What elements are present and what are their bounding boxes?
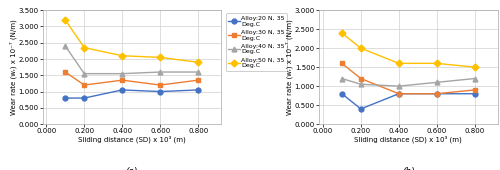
Y-axis label: Wear rate (wᵣ) x 10⁻⁷ (N/m): Wear rate (wᵣ) x 10⁻⁷ (N/m): [9, 19, 16, 115]
X-axis label: Sliding distance (SD) x 10³ (m): Sliding distance (SD) x 10³ (m): [78, 136, 186, 143]
Comp:50 N, 35
Deg.C: [396, 62, 402, 64]
Alloy:20 N, 35
Deg.C: [195, 89, 201, 91]
Alloy:40 N, 35
Deg.C: [82, 73, 87, 75]
Alloy:40 N, 35
Deg.C: [195, 71, 201, 73]
Alloy:50 N, 35
Deg.C: [195, 61, 201, 63]
Line: Comp:40 N, 35
Deg.C: Comp:40 N, 35 Deg.C: [340, 76, 477, 89]
Comp:50 N, 35
Deg.C: [472, 66, 478, 68]
Line: Alloy:20 N, 35
Deg.C: Alloy:20 N, 35 Deg.C: [63, 88, 200, 100]
Text: (b): (b): [402, 167, 414, 170]
Comp:50 N, 35
Deg.C: [339, 32, 345, 34]
Line: Comp:50 N, 35
Deg.C: Comp:50 N, 35 Deg.C: [340, 31, 477, 70]
Alloy:40 N, 35
Deg.C: [157, 71, 163, 73]
Comp:30 N, 35
Deg.C: [472, 89, 478, 91]
Comp:30 N, 35
Deg.C: [396, 93, 402, 95]
Alloy:50 N, 35
Deg.C: [62, 19, 68, 21]
Line: Alloy:30 N, 35
Deg.C: Alloy:30 N, 35 Deg.C: [63, 70, 200, 88]
Alloy:30 N, 35
Deg.C: [62, 71, 68, 73]
Alloy:50 N, 35
Deg.C: [82, 47, 87, 49]
Alloy:30 N, 35
Deg.C: [82, 84, 87, 86]
Comp:40 N, 35
Deg.C: [339, 78, 345, 80]
Comp:20 N, 35
Deg.C: [396, 93, 402, 95]
Line: Alloy:50 N, 35
Deg.C: Alloy:50 N, 35 Deg.C: [63, 18, 200, 65]
Line: Comp:30 N, 35
Deg.C: Comp:30 N, 35 Deg.C: [340, 61, 477, 96]
Comp:40 N, 35
Deg.C: [396, 85, 402, 87]
Comp:30 N, 35
Deg.C: [434, 93, 440, 95]
Alloy:50 N, 35
Deg.C: [119, 55, 125, 57]
Line: Alloy:40 N, 35
Deg.C: Alloy:40 N, 35 Deg.C: [63, 44, 200, 76]
Legend: Alloy:20 N, 35
Deg.C, Alloy:30 N, 35
Deg.C, Alloy:40 N, 35
Deg.C, Alloy:50 N, 35: Alloy:20 N, 35 Deg.C, Alloy:30 N, 35 Deg…: [226, 13, 288, 71]
X-axis label: Sliding distance (SD) x 10³ (m): Sliding distance (SD) x 10³ (m): [354, 136, 462, 143]
Alloy:20 N, 35
Deg.C: [157, 91, 163, 93]
Alloy:40 N, 35
Deg.C: [62, 45, 68, 47]
Comp:40 N, 35
Deg.C: [472, 78, 478, 80]
Alloy:30 N, 35
Deg.C: [195, 79, 201, 81]
Alloy:20 N, 35
Deg.C: [82, 97, 87, 99]
Comp:20 N, 35
Deg.C: [434, 93, 440, 95]
Text: (a): (a): [126, 167, 138, 170]
Comp:50 N, 35
Deg.C: [434, 62, 440, 64]
Alloy:20 N, 35
Deg.C: [62, 97, 68, 99]
Y-axis label: Wear rate (wᵣ) x 10⁻⁷ (N/m): Wear rate (wᵣ) x 10⁻⁷ (N/m): [286, 19, 294, 115]
Comp:20 N, 35
Deg.C: [472, 93, 478, 95]
Comp:40 N, 35
Deg.C: [434, 81, 440, 83]
Alloy:40 N, 35
Deg.C: [119, 73, 125, 75]
Comp:30 N, 35
Deg.C: [339, 62, 345, 64]
Comp:20 N, 35
Deg.C: [358, 108, 364, 110]
Alloy:30 N, 35
Deg.C: [119, 79, 125, 81]
Alloy:30 N, 35
Deg.C: [157, 84, 163, 86]
Comp:40 N, 35
Deg.C: [358, 83, 364, 85]
Comp:20 N, 35
Deg.C: [339, 93, 345, 95]
Comp:50 N, 35
Deg.C: [358, 47, 364, 49]
Line: Comp:20 N, 35
Deg.C: Comp:20 N, 35 Deg.C: [340, 91, 477, 111]
Alloy:20 N, 35
Deg.C: [119, 89, 125, 91]
Alloy:50 N, 35
Deg.C: [157, 56, 163, 58]
Comp:30 N, 35
Deg.C: [358, 78, 364, 80]
